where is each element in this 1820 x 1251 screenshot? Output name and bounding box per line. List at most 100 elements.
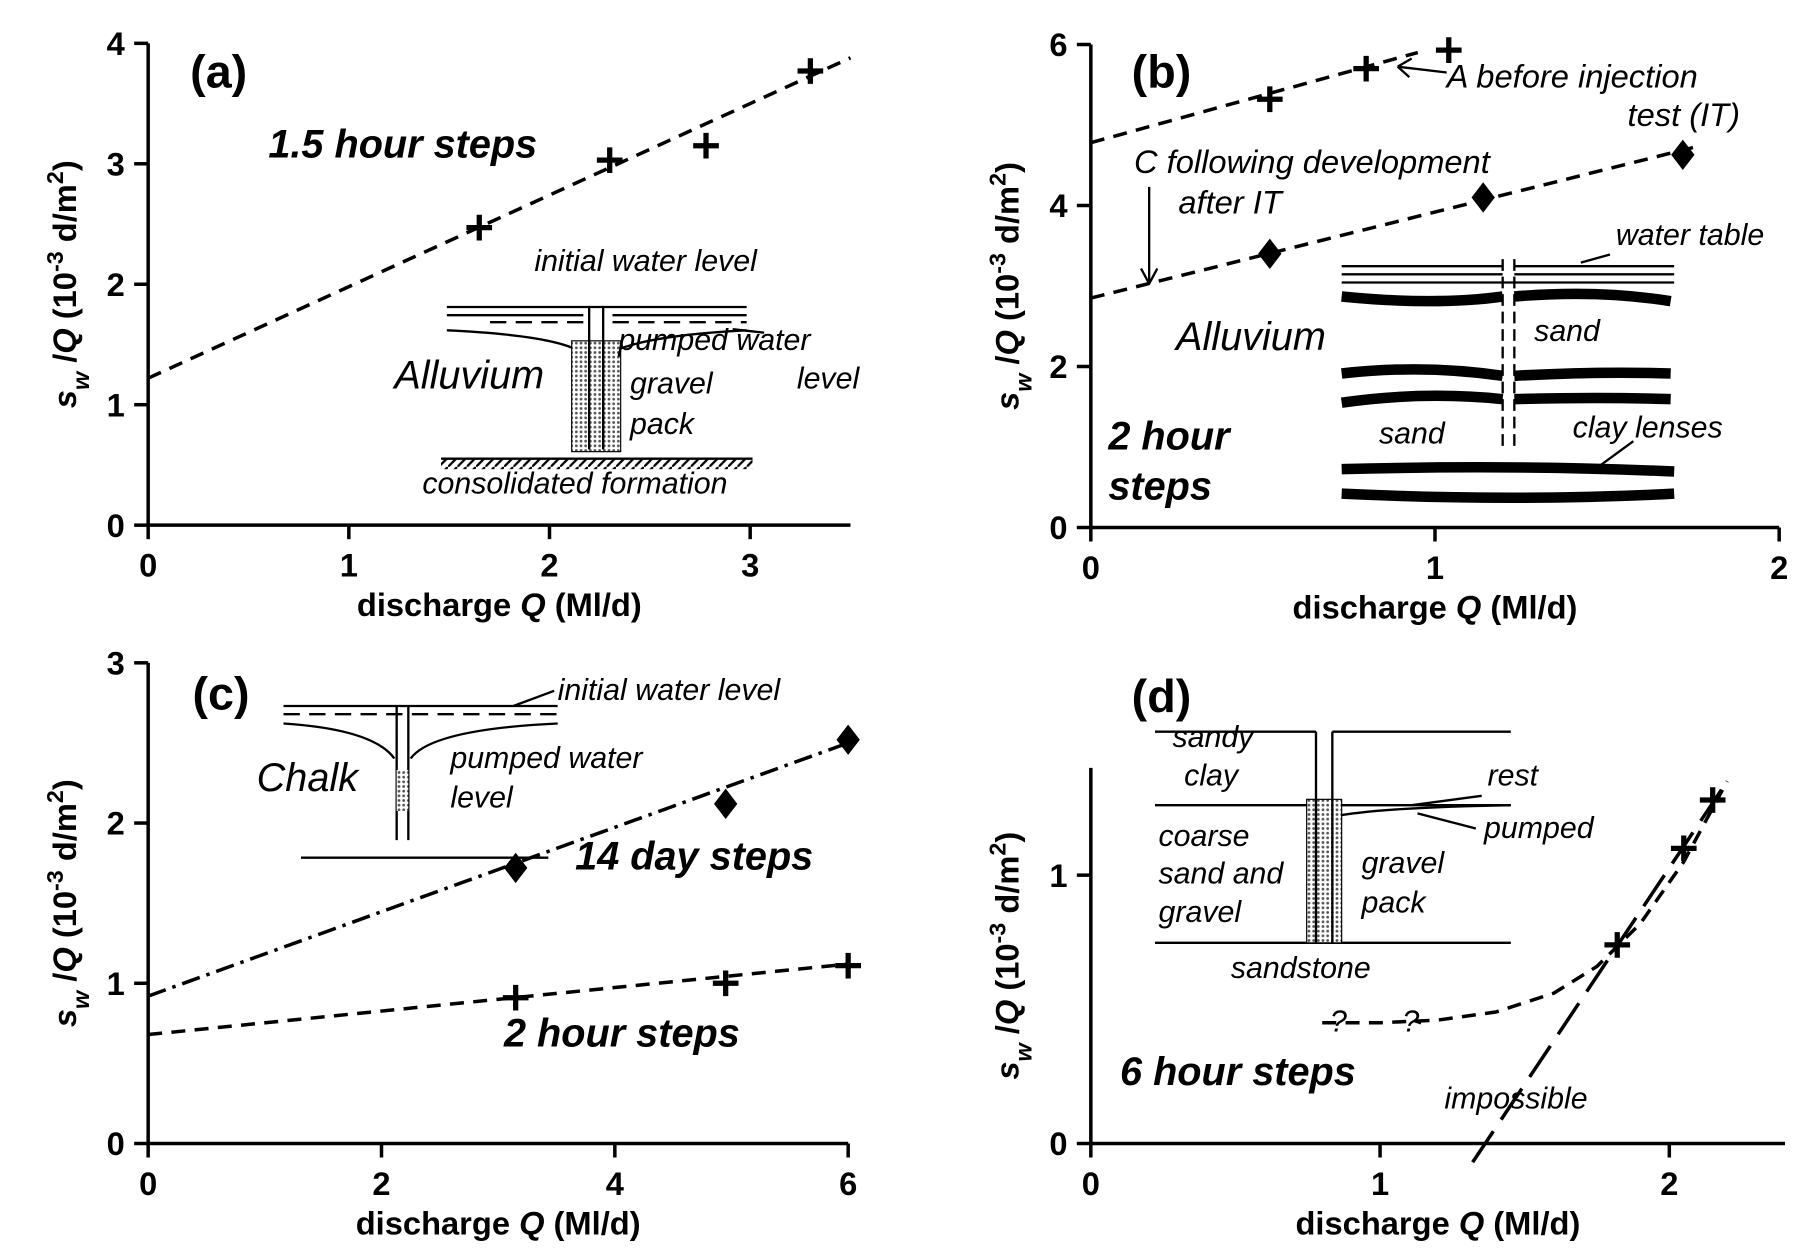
panel-label: (a)	[190, 46, 247, 98]
annotation: 1.5 hour steps	[268, 123, 537, 167]
y-label-part: w	[1010, 1041, 1036, 1061]
annotation: steps	[1108, 465, 1212, 509]
x-tick-label: 1	[340, 547, 358, 584]
x-label-part: discharge	[357, 586, 520, 623]
x-label-part: (Ml/d)	[546, 586, 642, 623]
y-label-part: Q	[46, 328, 83, 353]
x-label-part: Q	[1456, 589, 1481, 626]
x-label-part: discharge	[1295, 1204, 1458, 1241]
annotation: gravel	[630, 367, 714, 400]
diamond-marker	[1258, 238, 1282, 269]
fit-line	[1090, 145, 1694, 300]
plus-marker	[1435, 37, 1462, 63]
annotation: 6 hour steps	[1120, 1050, 1356, 1094]
y-axis-label: sw /Q (10-3 d/m2)	[42, 160, 94, 408]
x-axis-label: discharge Q (Ml/d)	[1293, 589, 1578, 626]
y-label-part: w	[68, 989, 94, 1009]
annotation: initial water level	[558, 674, 782, 707]
x-tick-label: 1	[1426, 549, 1444, 586]
x-tick-label: 2	[540, 547, 558, 584]
y-tick-label: 2	[107, 805, 125, 842]
y-label-part: -3	[42, 870, 68, 891]
annotation: A before injection	[1445, 58, 1698, 95]
plus-marker	[1353, 55, 1379, 82]
y-label-part: (10	[46, 272, 83, 328]
x-label-part: Q	[520, 586, 545, 623]
annotation: initial water level	[534, 245, 758, 278]
x-label-part: discharge	[1293, 589, 1456, 626]
annotation: sand	[1534, 315, 1601, 348]
annotation: test (IT)	[1628, 96, 1740, 133]
y-label-part: )	[989, 162, 1026, 173]
diamond-marker	[1471, 182, 1495, 213]
y-tick-label: 0	[107, 1125, 125, 1162]
annotation: Chalk	[257, 756, 361, 800]
y-label-part: )	[46, 160, 83, 171]
x-tick-label: 4	[606, 1165, 624, 1202]
y-label-part: (10	[46, 891, 83, 947]
plus-marker	[693, 132, 719, 159]
inset-d	[1155, 730, 1511, 944]
annotation: water table	[1616, 219, 1764, 252]
y-label-part: Q	[46, 947, 83, 972]
annotation: gravel	[1159, 896, 1243, 929]
annotation: pack	[1361, 887, 1428, 920]
x-tick-label: 3	[741, 547, 759, 584]
annotation: Alluvium	[392, 354, 544, 398]
y-label-part: 2	[985, 843, 1011, 856]
annotation: pumped water	[617, 324, 812, 357]
annotation: sandy	[1173, 721, 1256, 754]
diamond-marker	[1671, 139, 1695, 170]
annotation: clay lenses	[1573, 412, 1723, 445]
x-tick-label: 0	[139, 547, 157, 584]
y-label-part: -3	[42, 251, 68, 272]
plus-marker	[1604, 932, 1631, 958]
x-label-part: Q	[1459, 1204, 1484, 1241]
y-tick-label: 1	[107, 386, 125, 423]
y-tick-label: 0	[1049, 1125, 1067, 1162]
x-label-part: (Ml/d)	[544, 1204, 640, 1241]
x-axis-label: discharge Q (Ml/d)	[357, 586, 642, 623]
y-tick-label: 2	[1049, 348, 1067, 385]
y-tick-label: 4	[1049, 187, 1067, 224]
y-label-part: /	[46, 354, 83, 372]
y-tick-label: 6	[1049, 26, 1067, 63]
annotation: 2 hour	[1107, 414, 1232, 458]
y-tick-label: 3	[107, 645, 125, 682]
y-label-part: Q	[989, 330, 1026, 355]
inset-b	[1340, 253, 1675, 503]
y-label-part: /	[989, 355, 1026, 373]
plus-marker	[712, 970, 739, 997]
annotation: after IT	[1178, 184, 1283, 221]
panel-label: (c)	[193, 668, 250, 720]
y-label-part: 2	[42, 790, 68, 803]
plus-marker	[1699, 787, 1726, 813]
x-label-part: (Ml/d)	[1484, 1204, 1580, 1241]
annotation: sand and	[1159, 857, 1285, 890]
x-label-part: (Ml/d)	[1481, 589, 1577, 626]
y-label-part: 2	[985, 173, 1011, 186]
diamond-marker	[714, 788, 738, 819]
annotation: gravel	[1362, 847, 1446, 880]
plus-marker	[596, 147, 623, 174]
y-label-part: 2	[42, 171, 68, 184]
y-label-part: d/m	[989, 186, 1026, 253]
plus-marker	[502, 984, 529, 1011]
diamond-marker	[836, 724, 860, 755]
y-label-part: d/m	[988, 856, 1025, 923]
x-tick-label: 2	[1660, 1165, 1678, 1202]
y-tick-label: 1	[1049, 857, 1067, 894]
x-tick-label: 0	[1082, 1165, 1100, 1202]
annotation: rest	[1488, 759, 1540, 792]
x-tick-label: 0	[139, 1165, 157, 1202]
y-label-part: /	[988, 1025, 1025, 1043]
y-label-part: s	[46, 1009, 83, 1027]
y-label-part: )	[46, 779, 83, 790]
inset-a	[441, 305, 753, 470]
annotation: coarse	[1159, 820, 1250, 853]
y-label-part: s	[988, 1061, 1025, 1079]
annotation: impossible	[1444, 1083, 1587, 1116]
y-label-part: /	[46, 973, 83, 991]
fit-line	[147, 962, 849, 1037]
annotation: consolidated formation	[422, 468, 727, 501]
